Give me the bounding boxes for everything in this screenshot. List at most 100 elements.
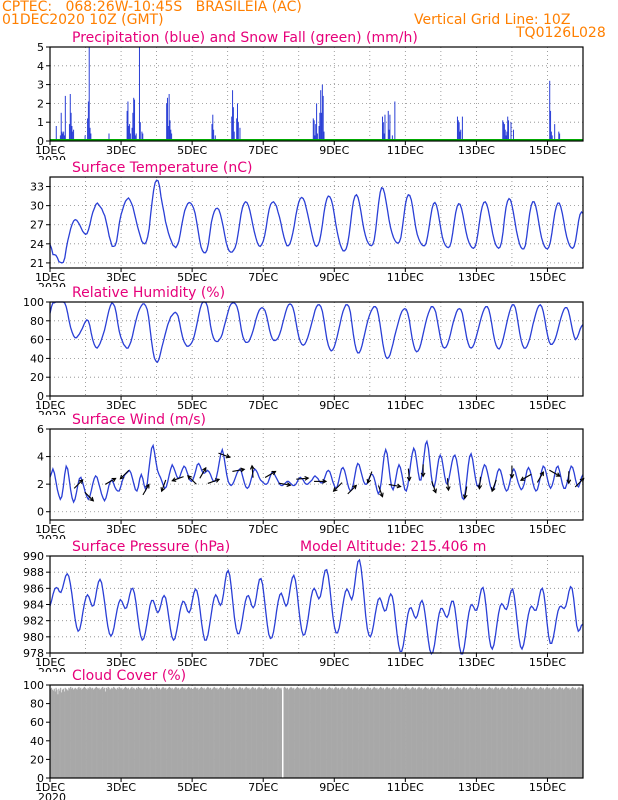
cloud-bar <box>560 687 562 778</box>
wind-xtick-label: 3DEC <box>106 523 136 536</box>
cloud-bar <box>108 687 110 778</box>
cloud-bar <box>480 688 482 778</box>
cloud-bar <box>368 687 370 778</box>
wind-arrow <box>445 478 451 492</box>
cloud-bar <box>572 687 575 778</box>
wind-xtick-label: 9DEC <box>319 523 349 536</box>
cloud-bar <box>537 689 539 778</box>
cloud-bar <box>197 687 199 778</box>
cloud-bar <box>458 688 460 778</box>
cloud-cover-frame <box>49 684 584 779</box>
cloud-bar <box>295 688 297 778</box>
precip-bar <box>391 135 393 141</box>
cloud-bar <box>568 687 570 778</box>
cloud-bar <box>518 689 520 778</box>
year-mask <box>36 415 66 423</box>
pressure-xtick-label: 7DEC <box>248 656 278 669</box>
precip-bar <box>68 124 70 141</box>
cloud-bar <box>295 687 298 778</box>
cloud-bar <box>199 687 202 778</box>
precip-bar <box>315 124 317 141</box>
cloud-bar <box>403 688 406 778</box>
cloud-bar <box>525 688 527 778</box>
cloud-bar <box>515 687 517 778</box>
cloud-bar <box>390 689 392 778</box>
cloud-bar <box>527 686 529 778</box>
cloud-bar <box>62 688 65 778</box>
cloud-bar <box>476 687 479 778</box>
precip-bar <box>166 103 168 141</box>
precip-bar <box>168 94 170 141</box>
cloud-bar <box>193 687 195 778</box>
cloud-bar <box>311 688 313 778</box>
wind-xtick-label: 13DEC <box>458 523 495 536</box>
humidity-ytick-label: 80 <box>30 315 44 328</box>
cloud-bar <box>541 688 544 778</box>
precipitation-ytick-label: 3 <box>37 79 44 92</box>
wind-arrow <box>264 470 277 478</box>
cloud-bar <box>306 689 309 778</box>
precip-bar <box>61 131 63 141</box>
cloud-cover-ytick-label: 0 <box>37 772 44 785</box>
precip-bar <box>461 116 463 141</box>
temperature-xtick-label: 15DEC <box>529 271 566 284</box>
cloud-bar <box>248 687 250 778</box>
cloud-bar <box>475 687 477 778</box>
precip-bar <box>554 124 556 141</box>
precipitation-xtick-label: 13DEC <box>458 144 495 157</box>
precip-bar <box>73 129 75 141</box>
cloud-bar <box>463 686 465 778</box>
temperature-xtick-label: 13DEC <box>458 271 495 284</box>
cloud-bar <box>577 687 579 778</box>
wind-arrow <box>420 464 426 478</box>
wind-arrow <box>160 479 167 493</box>
cloud-cover-ytick-label: 80 <box>30 698 44 711</box>
cloud-bar <box>354 686 356 778</box>
cloud-bar <box>459 687 461 778</box>
cloud-bar <box>485 687 487 778</box>
cloud-bar <box>86 689 88 778</box>
cloud-bar <box>512 688 514 778</box>
precip-bar <box>239 127 241 141</box>
wind-arrow <box>536 471 544 483</box>
precip-bar <box>314 135 316 141</box>
cloud-bar <box>298 688 300 778</box>
cloud-bar <box>200 686 203 778</box>
cloud-bar <box>177 687 180 778</box>
cloud-bar <box>497 688 499 778</box>
cloud-bar <box>66 689 68 778</box>
cloud-bar <box>318 687 320 778</box>
cloud-bar <box>505 689 507 778</box>
cloud-bar <box>138 687 140 778</box>
cloud-bar <box>467 688 470 778</box>
cloud-bar <box>111 687 113 778</box>
cloud-bar <box>153 689 155 778</box>
cloud-bar <box>85 688 87 778</box>
cloud-bar <box>528 687 530 778</box>
cloud-bar <box>566 687 568 778</box>
pressure-xtick-label: 15DEC <box>529 656 566 669</box>
cloud-bar <box>437 686 439 778</box>
cloud-bar <box>493 688 495 778</box>
cloud-bar <box>580 688 582 778</box>
cloud-bar <box>70 686 72 778</box>
cloud-bar <box>513 687 515 778</box>
precip-bar <box>387 110 389 141</box>
cloud-bar <box>353 687 355 778</box>
cloud-bar <box>452 688 454 778</box>
cloud-bar <box>60 687 62 778</box>
wind-frame <box>49 428 584 521</box>
precipitation-panel: Precipitation (blue) and Snow Fall (gree… <box>35 30 584 167</box>
cloud-bar <box>178 689 181 778</box>
temperature-line <box>49 179 584 264</box>
cloud-bar <box>103 688 105 778</box>
cloud-bar <box>380 686 382 778</box>
humidity-xtick-label: 9DEC <box>319 399 349 412</box>
cloud-bar <box>323 687 325 778</box>
cloud-bar <box>95 686 97 778</box>
cloud-bar <box>225 687 227 778</box>
temperature-xtick-label: 1DEC <box>35 271 65 284</box>
cloud-bar <box>316 687 319 778</box>
cloud-bar <box>391 688 393 778</box>
cloud-bar <box>241 687 244 778</box>
